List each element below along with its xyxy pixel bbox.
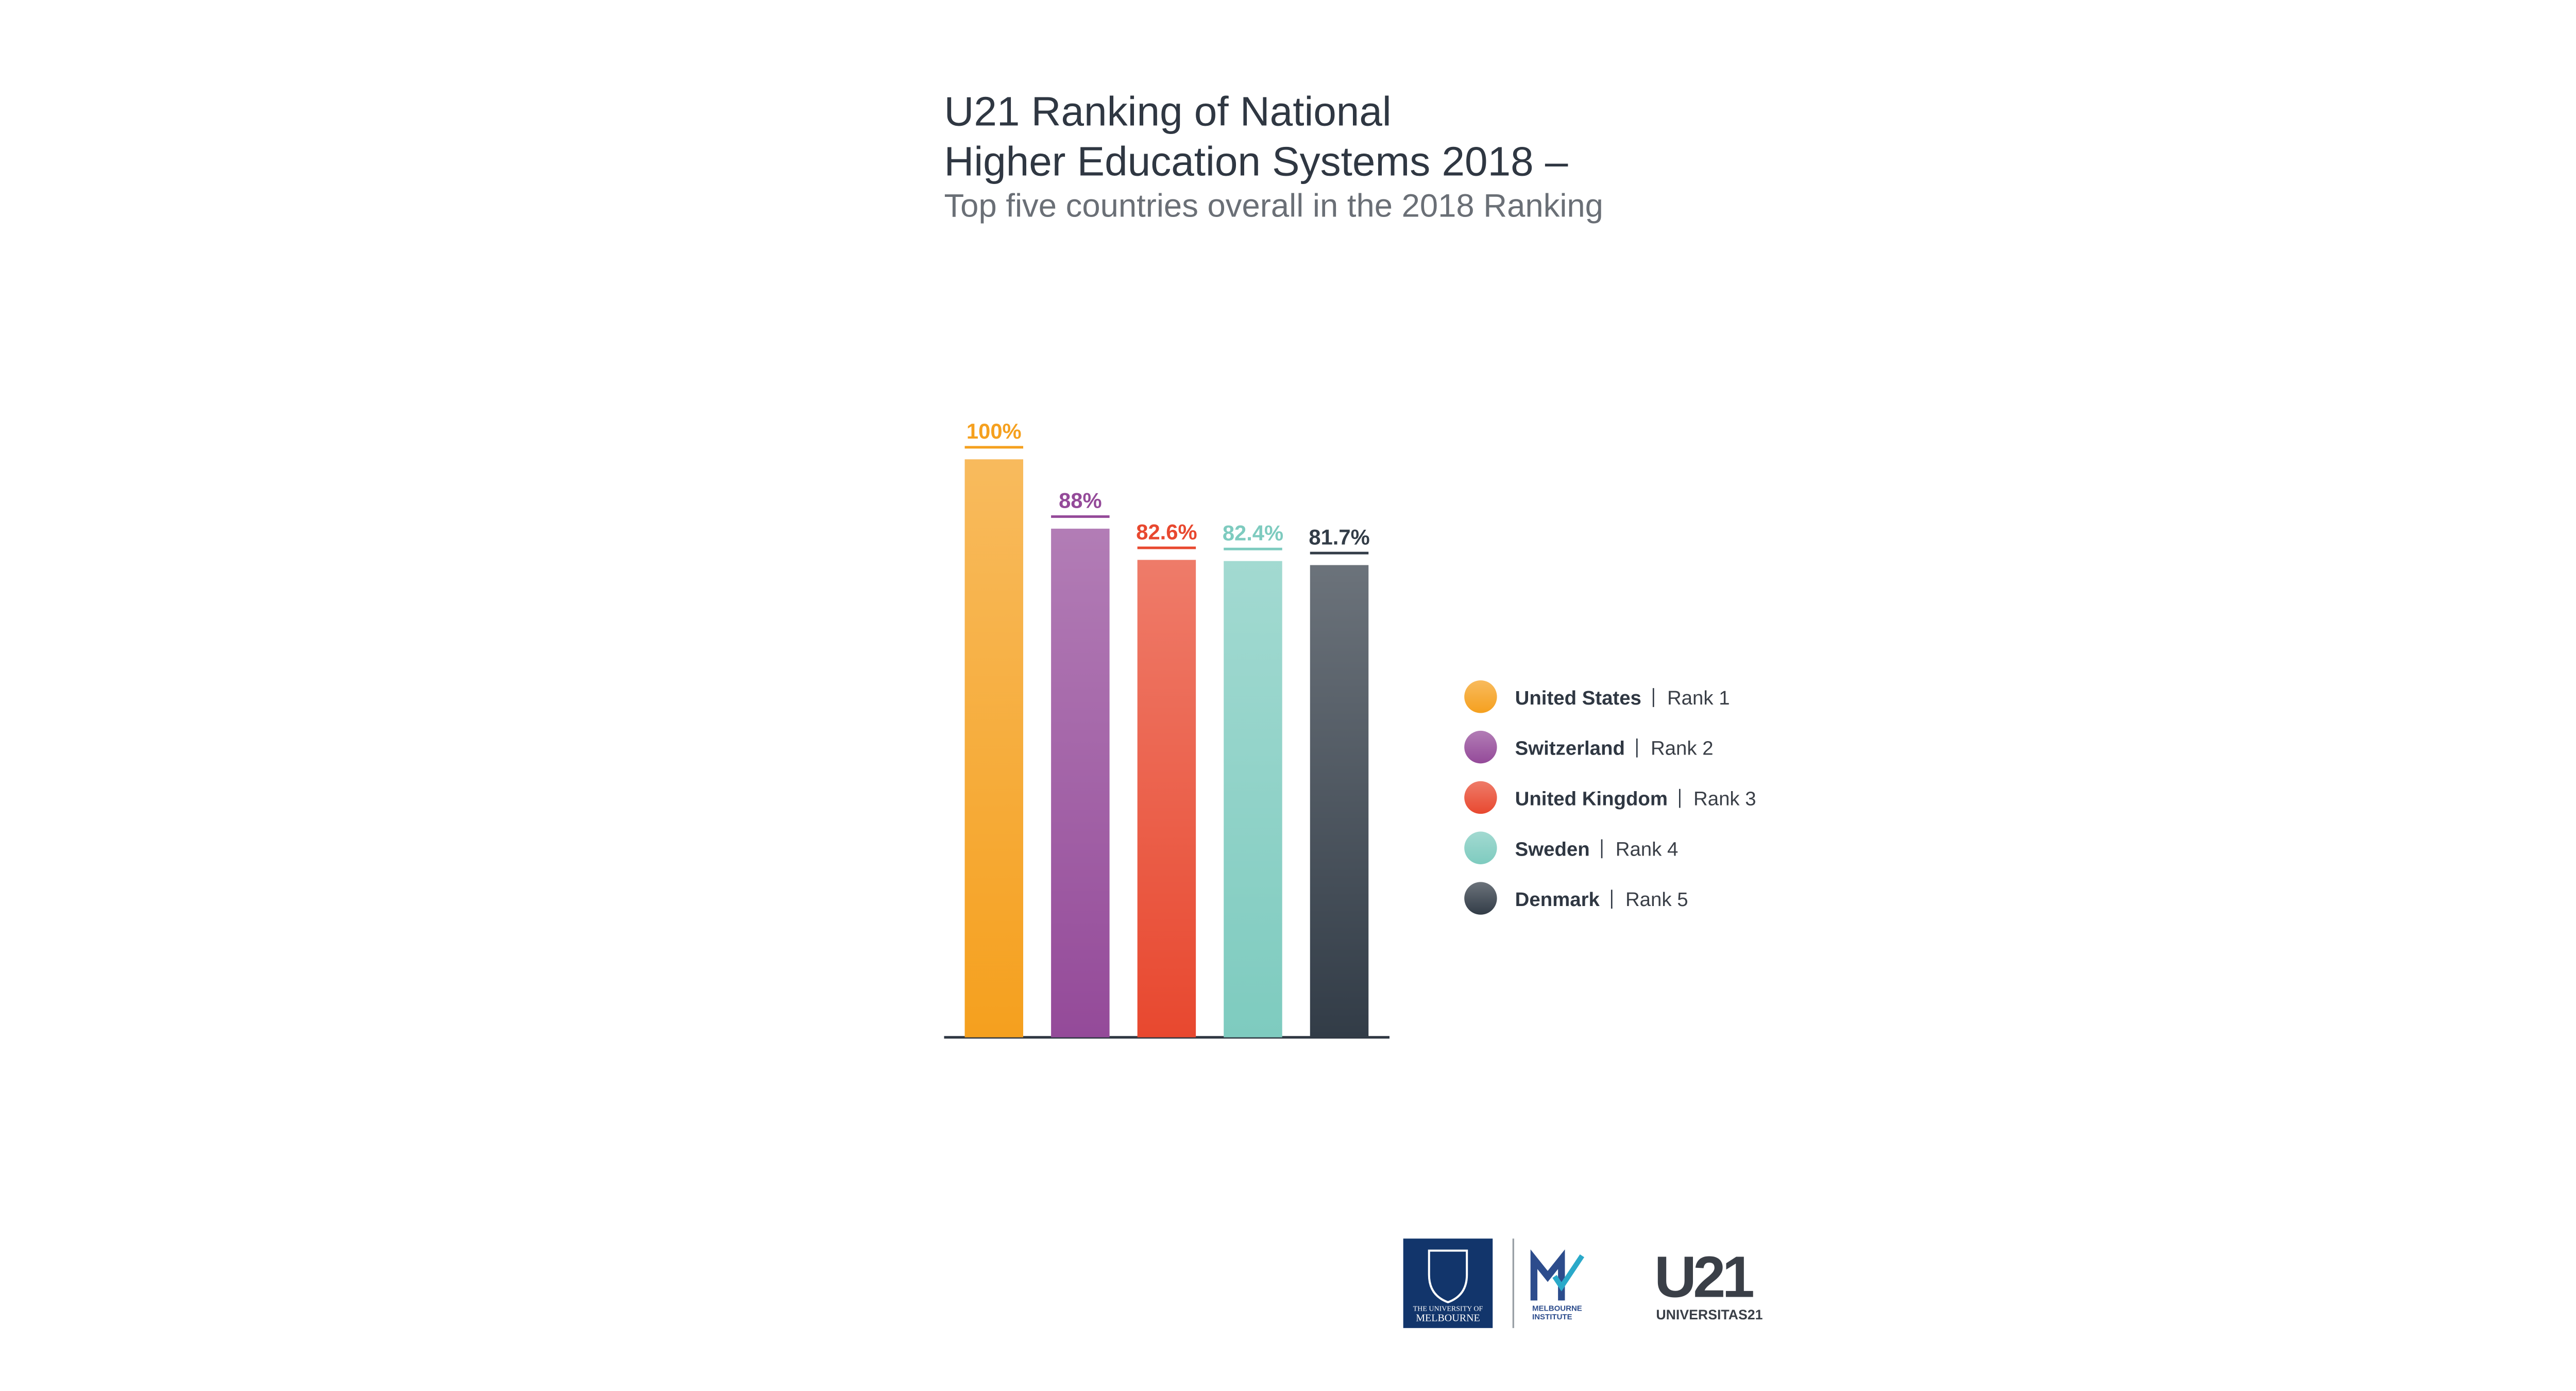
legend-label: United Kingdom	[1515, 787, 1668, 810]
value-label: 88%	[1059, 489, 1102, 513]
crest	[1428, 1249, 1468, 1303]
bar	[964, 459, 1024, 1037]
value-label: 100%	[967, 419, 1022, 443]
legend-rank: Rank 4	[1616, 838, 1679, 860]
bar	[1310, 565, 1369, 1037]
legend-rank: Rank 5	[1625, 889, 1688, 911]
legend-marker	[1464, 680, 1497, 713]
logos: THE UNIVERSITY OF MELBOURNE MELBOURNE IN…	[1403, 1238, 1763, 1328]
legend-rank: Rank 3	[1693, 787, 1756, 810]
legend-label: Switzerland	[1515, 738, 1625, 760]
value-label: 82.4%	[1223, 521, 1283, 545]
logo-text: INSTITUTE	[1532, 1313, 1572, 1321]
logo-text: THE UNIVERSITY OF	[1413, 1305, 1483, 1313]
chart-title: U21 Ranking of National	[944, 88, 1391, 135]
melbourne-logo	[1403, 1238, 1493, 1328]
legend-label: Sweden	[1515, 838, 1590, 860]
legend-marker	[1464, 781, 1497, 814]
value-label: 81.7%	[1309, 525, 1369, 549]
bar	[1137, 560, 1196, 1037]
logo-text: U21	[1654, 1245, 1753, 1310]
logo-text: MELBOURNE	[1532, 1304, 1582, 1313]
institute-mark	[1530, 1249, 1565, 1301]
chart-title: Higher Education Systems 2018 –	[944, 138, 1568, 184]
legend-marker	[1464, 882, 1497, 915]
chart-subtitle: Top five countries overall in the 2018 R…	[944, 188, 1603, 224]
logo-text: UNIVERSITAS21	[1656, 1307, 1762, 1322]
legend-rank: Rank 2	[1651, 738, 1714, 760]
bar	[1051, 528, 1110, 1037]
legend-marker	[1464, 730, 1497, 764]
value-label: 82.6%	[1136, 519, 1197, 544]
legend-rank: Rank 1	[1667, 687, 1730, 709]
institute-check	[1552, 1254, 1585, 1292]
bar	[1224, 561, 1282, 1037]
logo-text: MELBOURNE	[1416, 1312, 1480, 1323]
legend-label: United States	[1515, 687, 1641, 709]
legend-label: Denmark	[1515, 889, 1600, 911]
legend-marker	[1464, 831, 1497, 864]
